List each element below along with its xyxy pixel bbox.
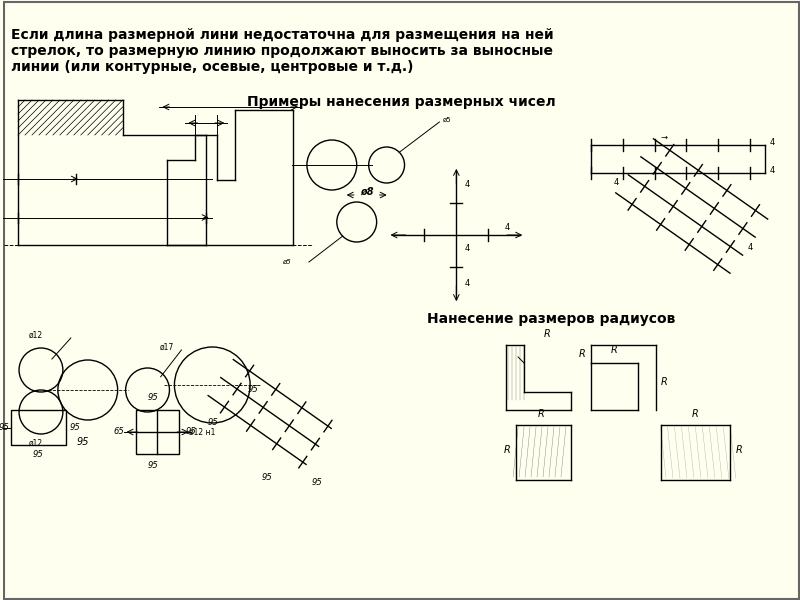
Text: 4: 4 xyxy=(770,138,775,147)
Text: 4: 4 xyxy=(747,243,753,252)
Text: R: R xyxy=(544,329,550,339)
Text: R: R xyxy=(538,409,544,419)
Text: 65: 65 xyxy=(114,427,125,437)
Bar xyxy=(18,100,122,135)
Text: R: R xyxy=(504,445,511,455)
Text: R: R xyxy=(692,409,698,419)
Bar xyxy=(135,410,179,454)
Text: R: R xyxy=(661,377,667,387)
Text: R: R xyxy=(735,445,742,455)
Text: ø5: ø5 xyxy=(442,117,451,123)
Text: 95: 95 xyxy=(186,427,196,437)
Text: 95: 95 xyxy=(312,478,322,487)
Text: 95: 95 xyxy=(207,418,218,427)
Text: 95: 95 xyxy=(33,450,44,459)
Text: ø12 н1: ø12 н1 xyxy=(189,428,215,437)
Text: 95: 95 xyxy=(77,437,89,447)
Text: 4: 4 xyxy=(770,166,775,175)
Text: 95: 95 xyxy=(147,393,158,402)
Text: R: R xyxy=(610,345,618,355)
Text: 4: 4 xyxy=(504,223,510,232)
Text: →: → xyxy=(661,133,667,142)
Text: ø8: ø8 xyxy=(360,187,374,197)
Text: 95: 95 xyxy=(247,385,258,394)
Text: 95: 95 xyxy=(0,423,10,432)
Text: 95: 95 xyxy=(147,461,158,470)
Bar xyxy=(11,410,66,445)
Text: ø12: ø12 xyxy=(29,439,43,448)
Text: 4: 4 xyxy=(464,279,470,288)
Text: 4: 4 xyxy=(464,180,470,189)
Text: R: R xyxy=(579,349,586,359)
Text: ø5: ø5 xyxy=(282,259,290,265)
Text: 4: 4 xyxy=(464,244,470,253)
Text: 95: 95 xyxy=(262,473,273,482)
Text: 95: 95 xyxy=(70,423,81,432)
Text: ø12: ø12 xyxy=(29,331,43,340)
Text: ø17: ø17 xyxy=(159,343,174,352)
Text: 4: 4 xyxy=(614,178,618,187)
Text: Нанесение размеров радиусов: Нанесение размеров радиусов xyxy=(426,312,675,326)
Text: Если длина размерной лини недостаточна для размещения на ней
стрелок, то размерн: Если длина размерной лини недостаточна д… xyxy=(11,28,554,74)
Text: Примеры нанесения размерных чисел: Примеры нанесения размерных чисел xyxy=(247,95,556,109)
